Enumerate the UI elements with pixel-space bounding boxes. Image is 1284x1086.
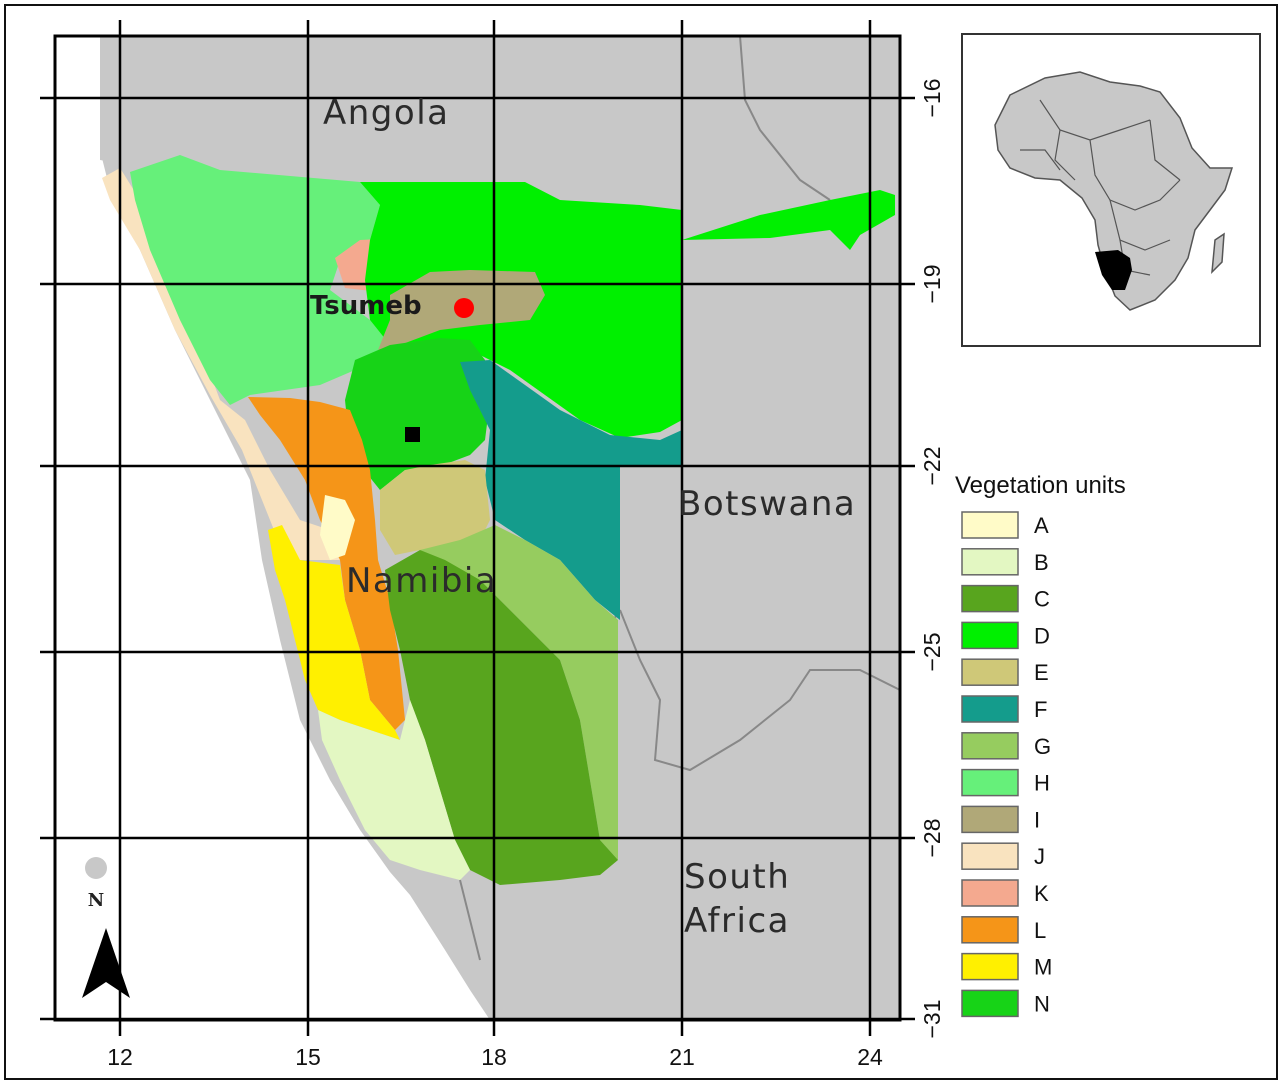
legend-swatch: [961, 916, 1019, 944]
legend-swatch: [961, 584, 1019, 613]
legend-swatch: [961, 842, 1019, 870]
map-border: [53, 34, 902, 1022]
country-label-south-africa-line1: South: [684, 857, 790, 897]
legend-swatch: [961, 952, 1019, 981]
legend-label: N: [1034, 991, 1050, 1016]
legend-swatch: [961, 879, 1019, 907]
main-map: Angola Namibia Botswana South Africa Tsu…: [40, 20, 915, 1036]
y-tick-label: −25: [919, 632, 945, 671]
legend-swatch: [961, 732, 1019, 760]
legend-label: I: [1034, 807, 1040, 832]
legend-label: A: [1034, 513, 1049, 538]
legend-swatch: [961, 805, 1019, 834]
y-tick-label: −31: [919, 999, 945, 1038]
x-tick-label: 24: [857, 1044, 883, 1070]
legend-swatch: [961, 658, 1019, 686]
x-tick-label: 21: [669, 1044, 695, 1070]
country-label-angola: Angola: [323, 93, 449, 133]
legend-label: J: [1034, 844, 1045, 869]
y-tick-label: −16: [919, 78, 945, 117]
legend-swatch: [961, 989, 1019, 1018]
legend-label: L: [1034, 918, 1046, 943]
study-site-marker: [405, 427, 420, 442]
legend-title: Vegetation units: [955, 472, 1126, 499]
y-tick-label: −22: [919, 446, 945, 485]
x-tick-label: 15: [295, 1044, 321, 1070]
legend-swatch: [961, 511, 1019, 539]
legend-swatch: [961, 548, 1019, 576]
legend-label: D: [1034, 623, 1050, 648]
veg-unit-N: [345, 338, 490, 490]
legend-label: K: [1034, 881, 1049, 906]
city-label-tsumeb: Tsumeb: [310, 291, 422, 321]
legend-label: C: [1034, 587, 1050, 612]
legend-label: F: [1034, 697, 1047, 722]
veg-unit-A: [320, 495, 355, 560]
veg-unit-M: [268, 525, 400, 740]
veg-unit-E: [380, 460, 490, 555]
legend-label: G: [1034, 734, 1051, 759]
border-line: [619, 609, 900, 772]
legend-label: M: [1034, 955, 1052, 980]
veg-unit-F: [460, 360, 682, 620]
north-arrow-icon: [82, 928, 130, 998]
veg-unit-C: [385, 550, 618, 885]
x-axis-labels: 12 15 18 21 24: [107, 1044, 883, 1070]
country-label-namibia: Namibia: [346, 561, 497, 601]
veg-unit-H: [130, 155, 390, 405]
tsumeb-marker: [454, 298, 474, 318]
legend-label: E: [1034, 660, 1049, 685]
x-tick-label: 12: [107, 1044, 133, 1070]
north-arrow: N: [82, 857, 130, 998]
legend-label: B: [1034, 550, 1049, 575]
veg-unit-B: [318, 700, 470, 880]
legend-label: H: [1034, 771, 1050, 796]
border-line: [739, 36, 831, 201]
north-label: N: [88, 890, 104, 911]
y-tick-label: −19: [919, 264, 945, 303]
north-arrow-dot: [85, 857, 107, 879]
legend-swatch: [961, 695, 1019, 723]
legend-swatch: [961, 621, 1019, 650]
namibia-highlight: [1095, 250, 1132, 290]
y-axis-labels: −16 −19 −22 −25 −28 −31: [919, 78, 945, 1038]
africa-outline: [994, 71, 1234, 311]
country-label-botswana: Botswana: [678, 484, 856, 524]
y-tick-label: −28: [919, 818, 945, 857]
veg-unit-G: [420, 525, 618, 860]
country-label-south-africa-line2: Africa: [684, 901, 790, 941]
veg-unit-L: [248, 397, 405, 730]
x-tick-label: 18: [481, 1044, 507, 1070]
africa-inset: [961, 33, 1261, 347]
legend-swatch: [961, 768, 1019, 797]
